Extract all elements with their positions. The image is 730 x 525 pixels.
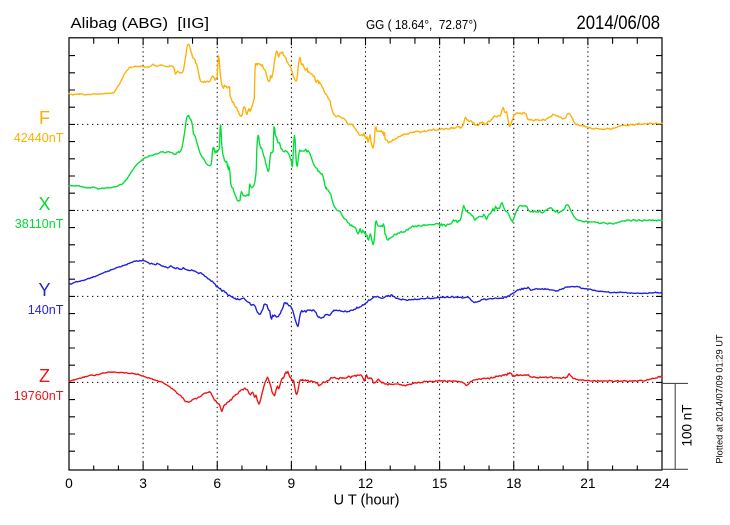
svg-text:GG ( 18.64°, 72.87°): GG ( 18.64°, 72.87°) <box>366 17 477 32</box>
svg-text:12: 12 <box>358 476 373 491</box>
svg-text:6: 6 <box>213 476 221 491</box>
svg-text:F: F <box>39 108 50 128</box>
svg-text:U T (hour): U T (hour) <box>334 493 400 509</box>
svg-text:42440nT: 42440nT <box>14 131 64 145</box>
svg-text:24: 24 <box>654 476 670 491</box>
svg-text:Y: Y <box>38 280 50 300</box>
svg-text:Plotted at 2014/07/09 01:29 UT: Plotted at 2014/07/09 01:29 UT <box>715 334 725 464</box>
svg-text:2014/06/08: 2014/06/08 <box>577 13 661 34</box>
svg-text:100 nT: 100 nT <box>680 404 695 446</box>
svg-text:X: X <box>38 194 50 214</box>
svg-text:Z: Z <box>39 366 50 386</box>
svg-text:Alibag (ABG) [IIG]: Alibag (ABG) [IIG] <box>71 16 210 32</box>
svg-text:18: 18 <box>506 476 522 491</box>
svg-text:140nT: 140nT <box>28 303 64 317</box>
svg-text:15: 15 <box>432 476 448 491</box>
svg-text:38110nT: 38110nT <box>15 217 64 231</box>
svg-text:0: 0 <box>65 476 73 491</box>
svg-text:19760nT: 19760nT <box>14 389 64 403</box>
svg-text:9: 9 <box>288 476 296 491</box>
svg-text:3: 3 <box>139 476 147 491</box>
svg-text:21: 21 <box>580 476 595 491</box>
